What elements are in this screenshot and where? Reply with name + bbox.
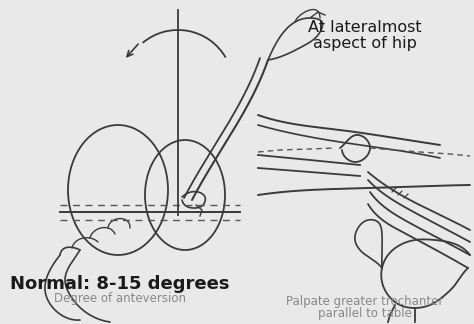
Text: aspect of hip: aspect of hip: [313, 36, 417, 51]
Text: Degree of anteversion: Degree of anteversion: [54, 292, 186, 305]
Text: Normal: 8-15 degrees: Normal: 8-15 degrees: [10, 275, 230, 293]
Text: At lateralmost: At lateralmost: [308, 20, 422, 35]
Text: parallel to table: parallel to table: [318, 307, 412, 320]
Text: Palpate greater trochanter: Palpate greater trochanter: [286, 295, 444, 308]
